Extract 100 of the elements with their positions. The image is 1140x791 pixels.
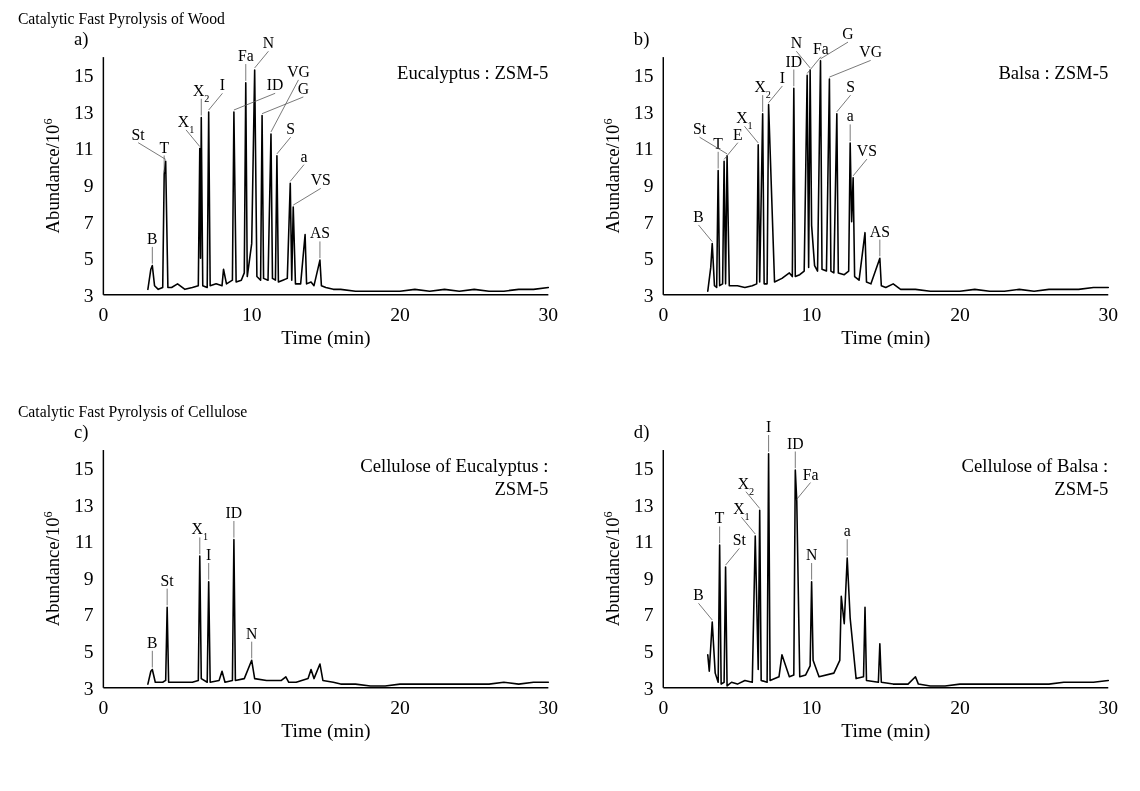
y-tick-label: 7 xyxy=(83,210,94,233)
annotation: T xyxy=(714,509,725,527)
annotation: X$_{2}$ xyxy=(737,474,755,497)
annotation: St xyxy=(160,571,175,589)
annotation: ID xyxy=(225,504,243,522)
x-tick-label: 20 xyxy=(950,303,970,326)
y-tick-label: 11 xyxy=(634,530,654,553)
annotation: Balsa : ZSM-5 xyxy=(998,61,1109,83)
annotation: S xyxy=(286,120,296,138)
y-tick-label: 3 xyxy=(83,676,94,699)
annotation: E xyxy=(733,125,743,143)
annotation: VG xyxy=(859,43,883,61)
x-tick-label: 10 xyxy=(241,696,262,719)
annotation: Fa xyxy=(237,47,254,65)
annotation: Fa xyxy=(802,465,819,483)
y-tick-label: 13 xyxy=(633,100,654,123)
annotation: N xyxy=(246,624,258,642)
annotation: B xyxy=(693,586,704,604)
y-tick-label: 13 xyxy=(73,100,94,123)
x-tick-label: 20 xyxy=(950,696,970,719)
annotation: X$_{2}$ xyxy=(754,78,771,100)
annotation: Fa xyxy=(813,39,829,57)
y-tick-label: 15 xyxy=(73,457,94,480)
y-tick-label: 3 xyxy=(643,676,654,699)
annotation: VG xyxy=(287,62,310,80)
annotation: B xyxy=(147,633,158,651)
y-tick-label: 15 xyxy=(633,457,654,480)
chart-subtitle: b) xyxy=(633,28,650,51)
annotation: G xyxy=(842,25,854,43)
x-tick-label: 30 xyxy=(1098,696,1119,719)
annotation: X$_{2}$ xyxy=(193,81,210,104)
annotation: VS xyxy=(310,171,331,189)
x-tick-label: 0 xyxy=(658,696,669,719)
y-tick-label: 15 xyxy=(633,64,654,87)
y-tick-label: 11 xyxy=(74,137,94,160)
chart-subtitle: d) xyxy=(633,421,650,444)
annotation: St xyxy=(693,120,707,138)
annotation: VS xyxy=(856,142,877,160)
annotation: AS xyxy=(309,224,330,242)
y-tick-label: 5 xyxy=(83,640,94,663)
annotation: S xyxy=(846,78,855,96)
annotation: N xyxy=(262,34,275,52)
y-tick-label: 11 xyxy=(634,137,654,160)
y-tick-label: 7 xyxy=(643,210,654,233)
annotation: T xyxy=(713,134,724,152)
x-tick-label: 20 xyxy=(390,696,411,719)
annotation: N xyxy=(805,546,818,564)
annotation: ID xyxy=(266,76,284,94)
x-axis-title: Time (min) xyxy=(281,718,371,742)
annotation: I xyxy=(206,546,212,564)
x-axis-title: Time (min) xyxy=(281,325,371,349)
y-tick-label: 5 xyxy=(643,247,654,270)
y-tick-label: 9 xyxy=(643,173,654,196)
annotation: I xyxy=(779,69,785,87)
y-tick-label: 13 xyxy=(633,493,654,516)
x-tick-label: 0 xyxy=(98,303,109,326)
x-tick-label: 30 xyxy=(538,696,559,719)
x-tick-label: 30 xyxy=(1098,303,1119,326)
y-tick-label: 11 xyxy=(74,530,94,553)
annotation: G xyxy=(297,80,310,98)
annotation: X$_{1}$ xyxy=(733,500,750,522)
x-tick-label: 10 xyxy=(241,303,262,326)
y-tick-label: 15 xyxy=(73,64,94,87)
y-tick-label: 5 xyxy=(643,640,654,663)
x-tick-label: 30 xyxy=(538,303,559,326)
chart-title: Catalytic Fast Pyrolysis of Wood xyxy=(17,9,226,28)
annotation: AS xyxy=(869,222,890,240)
annotation: Cellulose of Balsa : ZSM-5 xyxy=(961,454,1109,500)
y-tick-label: 7 xyxy=(643,603,654,626)
chart-subtitle: c) xyxy=(73,421,89,444)
annotation: a xyxy=(300,147,308,165)
annotation: X$_{1}$ xyxy=(177,112,195,135)
annotation: B xyxy=(693,208,704,226)
annotation: T xyxy=(159,138,170,156)
y-tick-label: 3 xyxy=(643,283,654,306)
annotation: B xyxy=(147,229,158,247)
chart-subtitle: a) xyxy=(73,28,89,51)
annotation: ID xyxy=(787,434,804,452)
y-tick-label: 5 xyxy=(83,247,94,270)
y-tick-label: 9 xyxy=(83,566,94,589)
annotation: a xyxy=(843,522,851,540)
x-axis-title: Time (min) xyxy=(841,718,931,742)
annotation: I xyxy=(765,418,772,436)
annotation: Cellulose of Eucalyptus : ZSM-5 xyxy=(360,454,549,500)
annotation: a xyxy=(846,107,854,125)
y-tick-label: 9 xyxy=(83,173,94,196)
y-tick-label: 9 xyxy=(643,566,654,589)
x-tick-label: 20 xyxy=(390,303,411,326)
x-tick-label: 0 xyxy=(98,696,109,719)
y-tick-label: 3 xyxy=(83,283,94,306)
annotation: I xyxy=(219,76,226,94)
y-tick-label: 7 xyxy=(83,603,94,626)
annotation: St xyxy=(732,531,747,549)
annotation: St xyxy=(131,125,146,143)
y-tick-label: 13 xyxy=(73,493,94,516)
annotation: N xyxy=(790,34,803,52)
annotation: Eucalyptus : ZSM-5 xyxy=(397,61,549,83)
chart-title: Catalytic Fast Pyrolysis of Cellulose xyxy=(17,402,248,421)
x-tick-label: 10 xyxy=(801,696,822,719)
x-axis-title: Time (min) xyxy=(841,325,931,349)
